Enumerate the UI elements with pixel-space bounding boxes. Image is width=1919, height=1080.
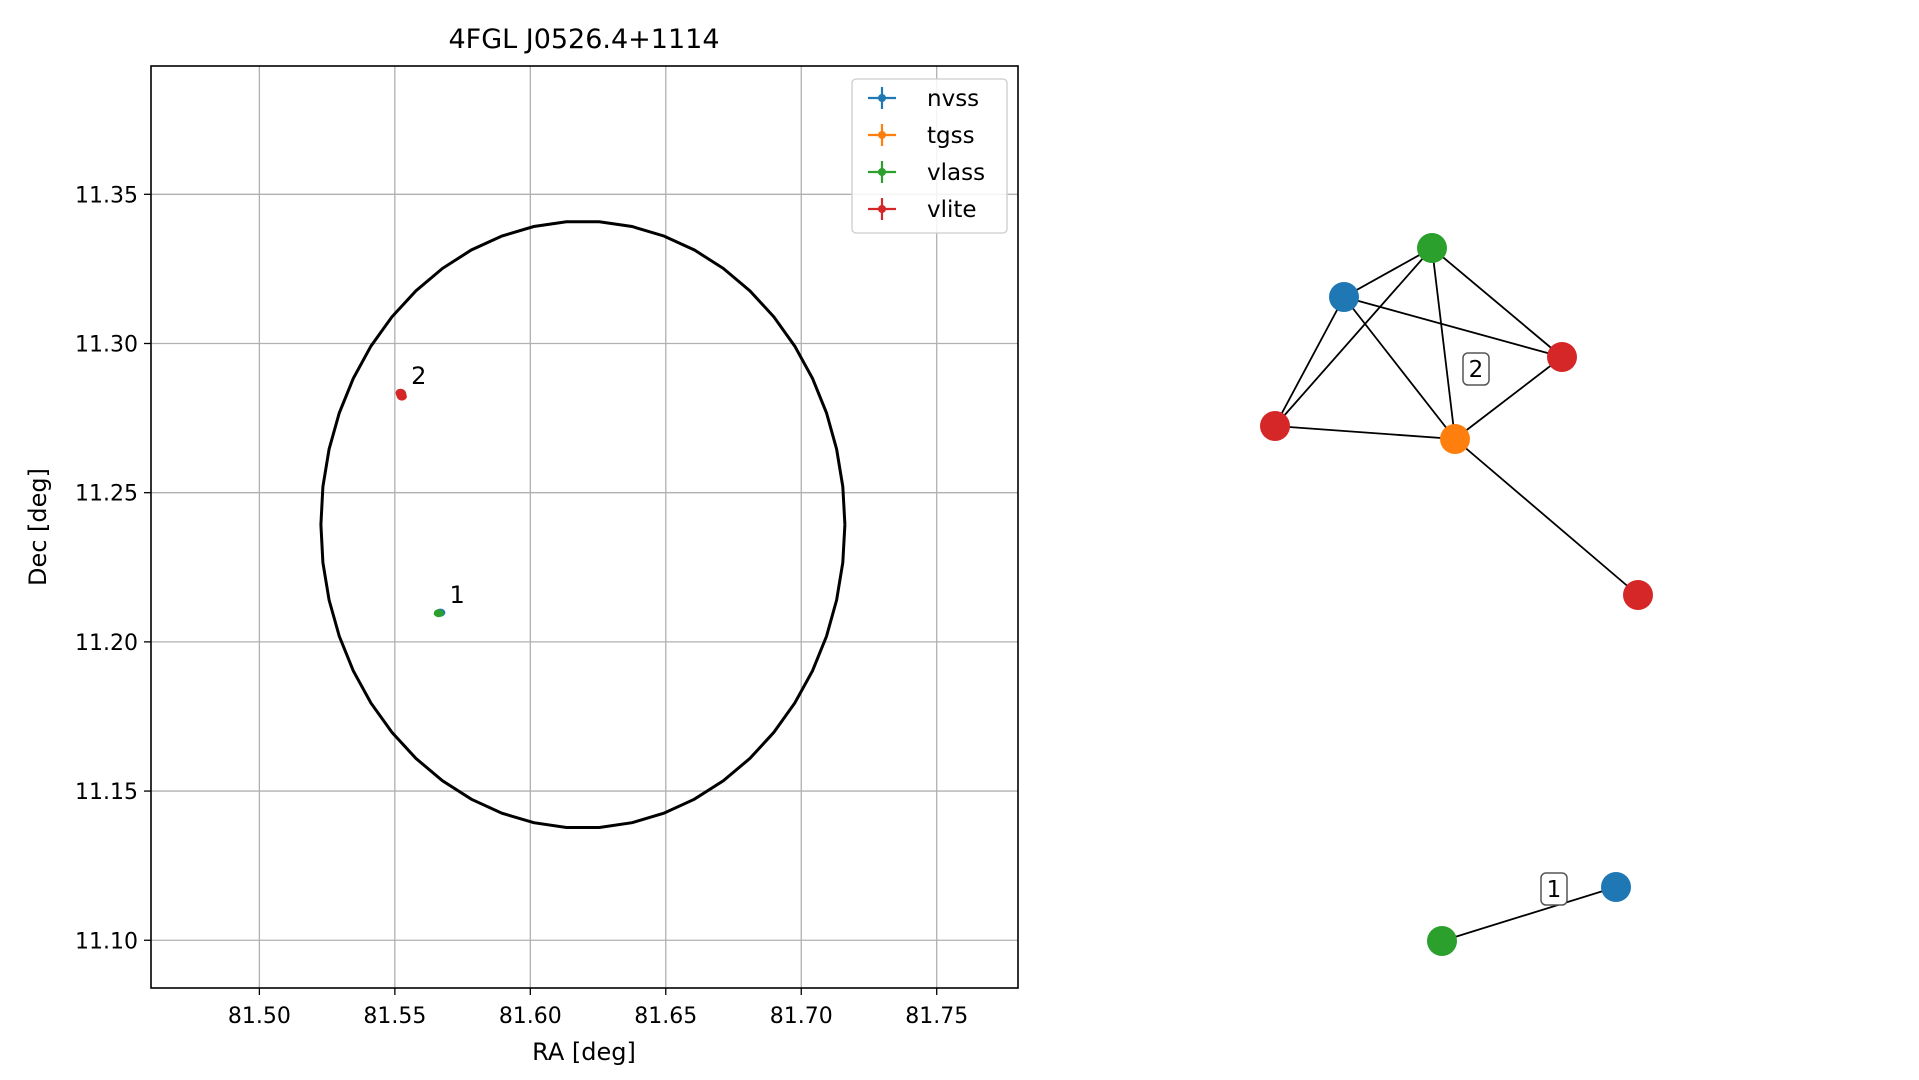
graph-component-label: 1 bbox=[1540, 872, 1568, 906]
error-ellipse-layer bbox=[319, 220, 847, 829]
x-tick-label: 81.65 bbox=[634, 1004, 697, 1029]
data-points-layer bbox=[395, 388, 446, 618]
graph-node-tgss bbox=[1440, 424, 1470, 454]
x-tick-label: 81.55 bbox=[363, 1004, 426, 1029]
y-tick-label: 11.15 bbox=[75, 780, 138, 805]
graph-edge bbox=[1441, 886, 1617, 942]
point-annotation: 1 bbox=[450, 581, 465, 609]
legend-entries: nvss tgss vlass vlite bbox=[868, 86, 985, 223]
y-tick-label: 11.35 bbox=[75, 183, 138, 208]
graph-nodes bbox=[1260, 233, 1653, 956]
graph-node-nvss bbox=[1329, 282, 1359, 312]
graph-node-nvss bbox=[1601, 872, 1631, 902]
point-annotation: 2 bbox=[411, 362, 426, 390]
legend-label-vlite: vlite bbox=[927, 197, 977, 223]
legend-dot-nvss bbox=[878, 94, 886, 102]
x-axis-label: RA [deg] bbox=[532, 1038, 636, 1066]
graph-edge bbox=[1343, 247, 1433, 298]
legend-dot-vlite bbox=[878, 205, 886, 213]
y-ticks: 11.10 11.15 11.20 11.25 11.30 11.35 bbox=[75, 183, 151, 954]
graph-edge bbox=[1343, 296, 1563, 358]
graph-node-vlite bbox=[1623, 580, 1653, 610]
legend-entry-tgss: tgss bbox=[868, 123, 975, 149]
graph-edge bbox=[1431, 247, 1456, 440]
graph-label-box bbox=[1540, 872, 1568, 906]
axes-frame bbox=[150, 65, 1019, 989]
graph-edge bbox=[1274, 296, 1345, 427]
y-tick-label: 11.30 bbox=[75, 332, 138, 357]
scatter-panel: 4FGL J0526.4+1114 12 81.50 81.55 81.60 81.6… bbox=[24, 24, 1019, 1066]
legend-entry-nvss: nvss bbox=[868, 86, 979, 112]
chart-title: 4FGL J0526.4+1114 bbox=[448, 24, 719, 55]
annotation-layer: 12 bbox=[411, 362, 465, 609]
graph-node-vlite bbox=[1547, 342, 1577, 372]
legend-label-vlass: vlass bbox=[927, 160, 985, 186]
graph-edge bbox=[1343, 296, 1456, 440]
x-tick-label: 81.75 bbox=[905, 1004, 968, 1029]
graph-component-label: 2 bbox=[1462, 352, 1490, 386]
graph-label-text: 1 bbox=[1547, 877, 1562, 903]
legend-dot-vlass bbox=[878, 168, 886, 176]
graph-node-vlass bbox=[1417, 233, 1447, 263]
x-ticks: 81.50 81.55 81.60 81.65 81.70 81.75 bbox=[228, 988, 968, 1029]
y-tick-label: 11.20 bbox=[75, 631, 138, 656]
graph-edge bbox=[1454, 356, 1563, 440]
legend-box bbox=[851, 78, 1008, 234]
y-tick-label: 11.10 bbox=[75, 929, 138, 954]
legend-label-nvss: nvss bbox=[927, 86, 979, 112]
legend-dot-tgss bbox=[878, 131, 886, 139]
localization-ellipse bbox=[319, 220, 847, 829]
graph-edge bbox=[1431, 247, 1563, 358]
x-tick-label: 81.70 bbox=[770, 1004, 833, 1029]
graph-edge bbox=[1274, 247, 1433, 427]
data-point-vlass bbox=[433, 609, 444, 618]
graph-edge bbox=[1274, 425, 1456, 440]
data-point-vlite bbox=[396, 392, 407, 401]
legend-label-tgss: tgss bbox=[927, 123, 975, 149]
graph-labels: 21 bbox=[1462, 352, 1568, 906]
y-axis-label: Dec [deg] bbox=[24, 468, 52, 586]
graph-label-box bbox=[1462, 352, 1490, 386]
y-tick-label: 11.25 bbox=[75, 482, 138, 507]
graph-node-vlass bbox=[1427, 926, 1457, 956]
legend: nvss tgss vlass vlite bbox=[851, 78, 1008, 234]
graph-edge bbox=[1454, 438, 1639, 596]
x-tick-label: 81.60 bbox=[499, 1004, 562, 1029]
graph-panel: 21 bbox=[1260, 233, 1653, 956]
x-tick-label: 81.50 bbox=[228, 1004, 291, 1029]
legend-entry-vlite: vlite bbox=[868, 197, 977, 223]
graph-edges bbox=[1274, 247, 1639, 942]
graph-node-vlite bbox=[1260, 411, 1290, 441]
legend-entry-vlass: vlass bbox=[868, 160, 985, 186]
graph-label-text: 2 bbox=[1469, 357, 1484, 383]
